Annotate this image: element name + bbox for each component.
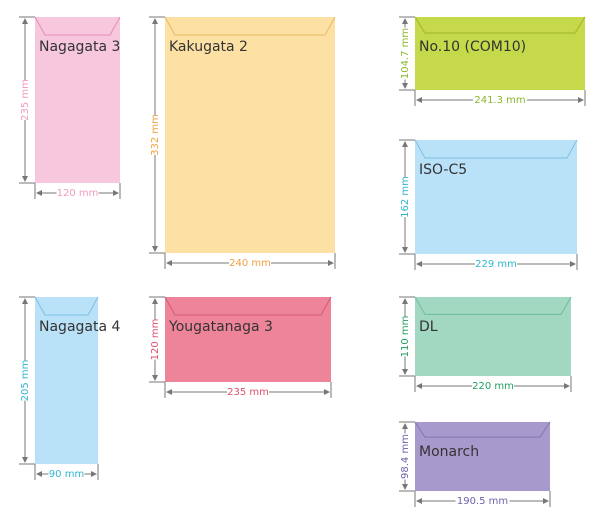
- envelope-flap: [414, 421, 551, 438]
- dim-label-bg: [455, 495, 510, 507]
- dim-label-bg: [149, 115, 161, 155]
- envelope-name: Monarch: [419, 444, 479, 460]
- height-label: 235 mm: [20, 79, 31, 121]
- height-label: 332 mm: [150, 114, 161, 156]
- envelope-flap: [34, 16, 121, 36]
- envelope-name: Nagagata 4: [39, 319, 121, 335]
- envelope-name: Nagagata 3: [39, 39, 120, 55]
- width-label: 120 mm: [57, 188, 99, 199]
- width-label: 90 mm: [49, 469, 84, 480]
- envelope-body: [165, 17, 335, 253]
- width-label: 241.3 mm: [474, 95, 525, 106]
- envelope-name: DL: [419, 319, 438, 335]
- width-label: 240 mm: [229, 258, 271, 269]
- envelope-name: ISO-C5: [419, 162, 467, 178]
- envelope-body: [35, 17, 120, 183]
- envelope-flap: [414, 139, 578, 159]
- dim-label-bg: [475, 258, 517, 270]
- envelope: Kakugata 2 332 mm 240 mm: [149, 16, 336, 269]
- envelope-flap: [414, 296, 572, 315]
- dim-label-bg: [472, 380, 514, 392]
- envelope-name: Yougatanaga 3: [168, 319, 273, 335]
- dim-label-bg: [19, 80, 31, 120]
- dim-label-bg: [399, 316, 411, 357]
- envelope-body: [415, 140, 577, 254]
- envelope-body: [415, 17, 585, 90]
- dim-label-bg: [149, 319, 161, 360]
- height-label: 162 mm: [400, 176, 411, 218]
- dim-label-bg: [19, 360, 31, 401]
- height-label: 104.7 mm: [400, 28, 411, 79]
- dim-label-bg: [399, 433, 411, 480]
- width-label: 220 mm: [472, 381, 514, 392]
- dim-label-bg: [48, 468, 85, 480]
- envelope-flap: [34, 296, 99, 316]
- envelope-body: [165, 297, 331, 382]
- width-label: 229 mm: [475, 259, 517, 270]
- height-label: 205 mm: [20, 360, 31, 402]
- dim-label-bg: [399, 27, 411, 80]
- envelope-flap: [414, 16, 586, 34]
- envelope: DL 110 mm 220 mm: [399, 296, 572, 392]
- height-label: 98.4 mm: [400, 434, 411, 479]
- dim-label-bg: [227, 386, 269, 398]
- envelope: Nagagata 3 235 mm 120 mm: [19, 16, 121, 199]
- height-label: 120 mm: [150, 319, 161, 361]
- dim-label-bg: [473, 94, 527, 106]
- envelope-flap: [164, 296, 332, 316]
- width-label: 190.5 mm: [457, 496, 508, 507]
- envelope-body: [35, 297, 98, 464]
- dim-label-bg: [399, 177, 411, 217]
- dim-label-bg: [229, 257, 271, 269]
- envelope-name: Kakugata 2: [169, 39, 248, 55]
- envelope-flap: [164, 16, 336, 36]
- envelope: Nagagata 4 205 mm 90 mm: [19, 296, 121, 480]
- envelope: ISO-C5 162 mm 229 mm: [399, 139, 578, 270]
- envelope: Monarch 98.4 mm 190.5 mm: [399, 421, 551, 507]
- envelope-body: [415, 297, 571, 376]
- width-label: 235 mm: [227, 387, 269, 398]
- envelope: No.10 (COM10) 104.7 mm 241.3 mm: [399, 16, 586, 106]
- height-label: 110 mm: [400, 316, 411, 358]
- dim-label-bg: [56, 187, 99, 199]
- envelope-name: No.10 (COM10): [419, 39, 526, 55]
- envelope: Yougatanaga 3 120 mm 235 mm: [149, 296, 332, 398]
- envelope-body: [415, 422, 550, 491]
